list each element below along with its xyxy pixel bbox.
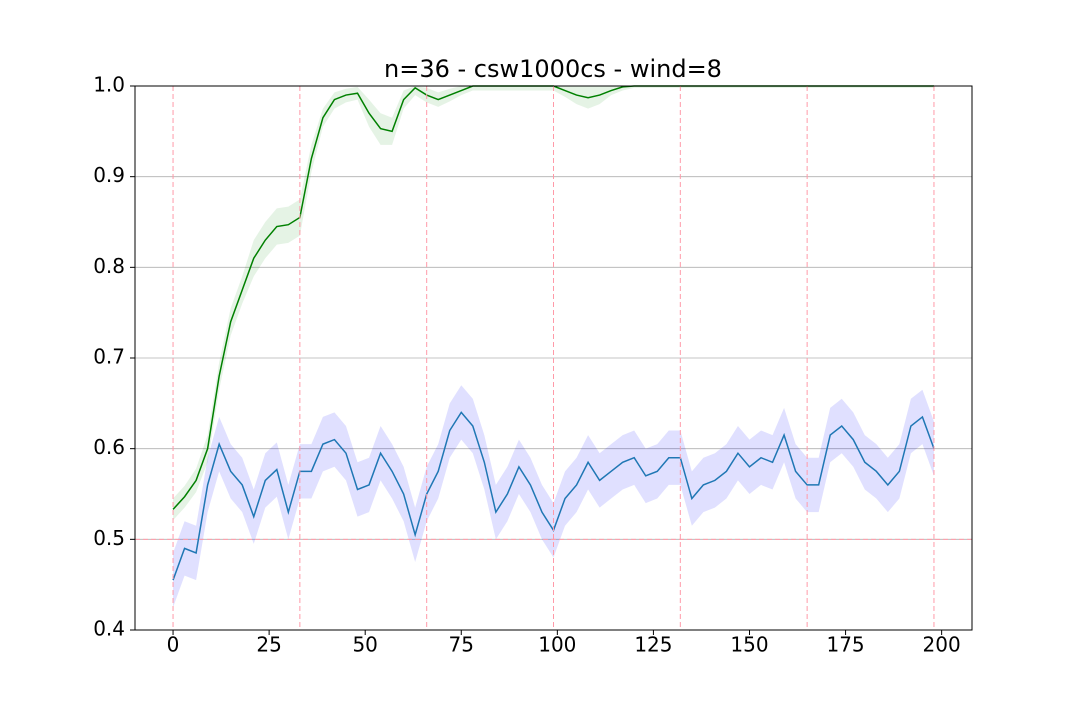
y-tick-label: 0.5 [93, 526, 125, 550]
x-tick-label: 125 [634, 633, 672, 657]
y-tick-label: 0.4 [93, 617, 125, 641]
y-tick-label: 0.7 [93, 345, 125, 369]
x-tick-label: 100 [538, 633, 576, 657]
plot-frame [134, 85, 973, 631]
y-tick-label: 0.9 [93, 163, 125, 187]
y-tick-label: 0.8 [93, 254, 125, 278]
x-tick-label: 75 [449, 633, 474, 657]
band [173, 385, 934, 608]
x-tick-label: 150 [730, 633, 768, 657]
x-tick-label: 25 [256, 633, 281, 657]
x-tick-label: 200 [923, 633, 961, 657]
x-tick-label: 175 [826, 633, 864, 657]
x-tick-label: 0 [167, 633, 180, 657]
x-tick-label: 50 [352, 633, 377, 657]
y-tick-label: 0.6 [93, 435, 125, 459]
y-tick-label: 1.0 [93, 73, 125, 97]
chart-title: n=36 - csw1000cs - wind=8 [384, 55, 722, 83]
